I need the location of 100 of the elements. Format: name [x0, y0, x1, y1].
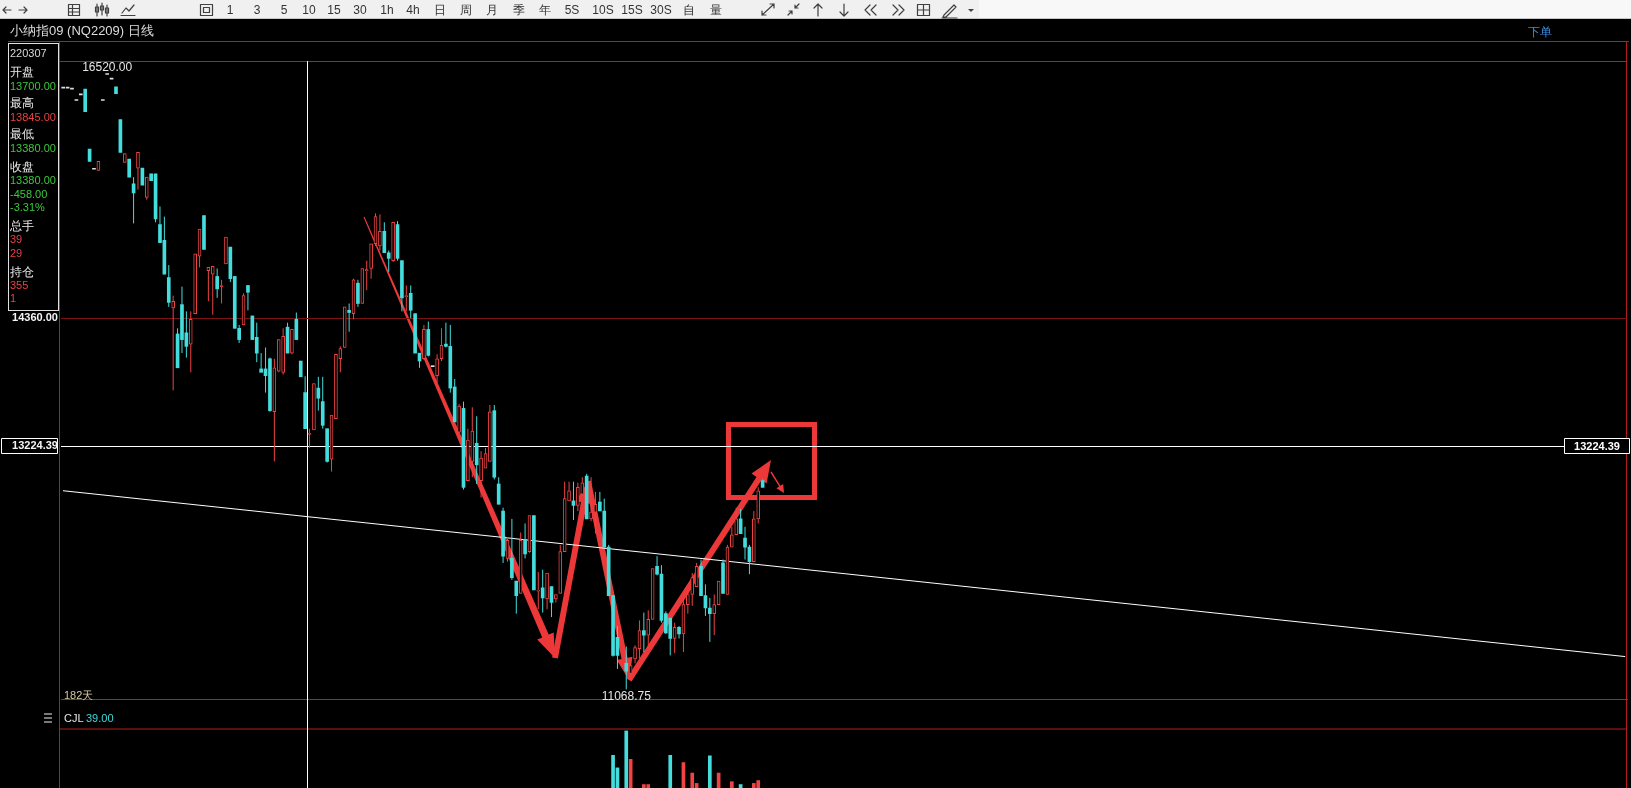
candlestick: [246, 284, 250, 311]
text: 13380.00: [10, 141, 56, 154]
candlestick: [210, 265, 215, 316]
bar: [611, 754, 615, 788]
text: 1: [226, 3, 234, 17]
text: 13380.00: [10, 173, 56, 186]
text: 季: [513, 3, 525, 17]
text: 年: [539, 3, 551, 17]
candlestick: [369, 243, 373, 280]
candlestick: [378, 213, 382, 251]
text: 39.00: [86, 711, 114, 724]
bar: [751, 783, 756, 788]
candlestick: [540, 569, 545, 614]
candlestick: [215, 268, 219, 299]
text: 最高: [10, 96, 34, 110]
candlestick: [457, 403, 461, 434]
y-tick-label: 14360.00: [12, 311, 58, 324]
candlestick: [712, 594, 717, 636]
text: 10S: [592, 3, 614, 17]
text: 周: [460, 3, 472, 17]
text: 月: [486, 3, 498, 17]
candlestick: [523, 522, 527, 559]
candlestick: [646, 609, 651, 650]
text: 355: [10, 278, 29, 291]
candlestick: [496, 476, 501, 505]
candlestick: [144, 176, 149, 201]
annotation: 182天: [64, 688, 94, 701]
candlestick: [554, 594, 558, 603]
candlestick: [510, 518, 514, 581]
candlestick: [536, 571, 541, 610]
text: 10: [302, 3, 316, 17]
text: 最低: [10, 127, 34, 141]
candlestick: [338, 345, 343, 373]
ref-line-label: 13224.39: [1574, 439, 1620, 452]
candlestick: [589, 476, 593, 522]
candlestick: [127, 158, 132, 178]
bar: [730, 781, 734, 788]
bar: [756, 780, 761, 788]
text: 5S: [564, 3, 580, 17]
candlestick: [642, 612, 646, 653]
candlestick: [474, 415, 479, 485]
candlestick: [290, 328, 294, 355]
text: 总手: [10, 219, 34, 233]
bar: [646, 784, 651, 788]
candlestick: [743, 526, 747, 561]
text: CJL: [64, 711, 84, 724]
text: 持仓: [10, 265, 34, 279]
candlestick: [624, 645, 629, 690]
candlestick: [668, 617, 673, 656]
text: 1: [10, 291, 17, 304]
candlestick: [708, 597, 712, 643]
candlestick: [730, 526, 734, 548]
text: 1h: [380, 3, 394, 17]
candlestick: [193, 253, 197, 315]
candlestick: [259, 352, 263, 373]
text: -3.31%: [10, 200, 45, 213]
candlestick: [435, 353, 439, 383]
annotation: 11068.75: [601, 688, 652, 703]
candlestick: [408, 284, 413, 319]
text: 15S: [621, 3, 643, 17]
candlestick: [334, 353, 338, 419]
candlestick: [686, 589, 690, 615]
candlestick: [347, 303, 351, 333]
text: 30S: [650, 3, 672, 17]
text: 量: [710, 3, 722, 17]
candlestick: [83, 88, 88, 113]
text: 15: [327, 3, 341, 17]
text: 开盘: [10, 65, 34, 79]
bar: [642, 784, 646, 788]
chart-title: 小纳指09 (NQ2209) 日线: [10, 23, 154, 38]
candlestick: [307, 428, 312, 449]
text: 39: [10, 232, 23, 245]
candlestick: [356, 279, 360, 308]
candlestick: [404, 284, 409, 312]
text: -458.00: [10, 187, 48, 200]
text: 收盘: [10, 160, 34, 174]
text: 下单: [1528, 25, 1552, 39]
bar: [690, 772, 695, 788]
candlestick: [422, 324, 426, 361]
candlestick: [576, 482, 580, 512]
text: 4h: [406, 3, 420, 17]
candlestick: [188, 310, 193, 373]
candlestick: [751, 510, 756, 563]
bar: [668, 754, 673, 788]
candlestick: [479, 450, 483, 498]
text: 220307: [10, 46, 47, 59]
candlestick: [171, 295, 175, 391]
text: 29: [10, 246, 23, 259]
text: 5: [280, 3, 288, 17]
text: 13845.00: [10, 110, 56, 123]
text: 30: [353, 3, 367, 17]
candlestick: [734, 507, 739, 536]
candlestick: [391, 221, 395, 263]
text: 13700.00: [10, 79, 56, 92]
candlestick: [136, 151, 140, 191]
text: 自: [683, 3, 695, 17]
text: 日: [434, 3, 446, 17]
candlestick: [466, 428, 470, 482]
annotation: 16520.00: [82, 59, 133, 74]
candlestick: [281, 327, 285, 376]
